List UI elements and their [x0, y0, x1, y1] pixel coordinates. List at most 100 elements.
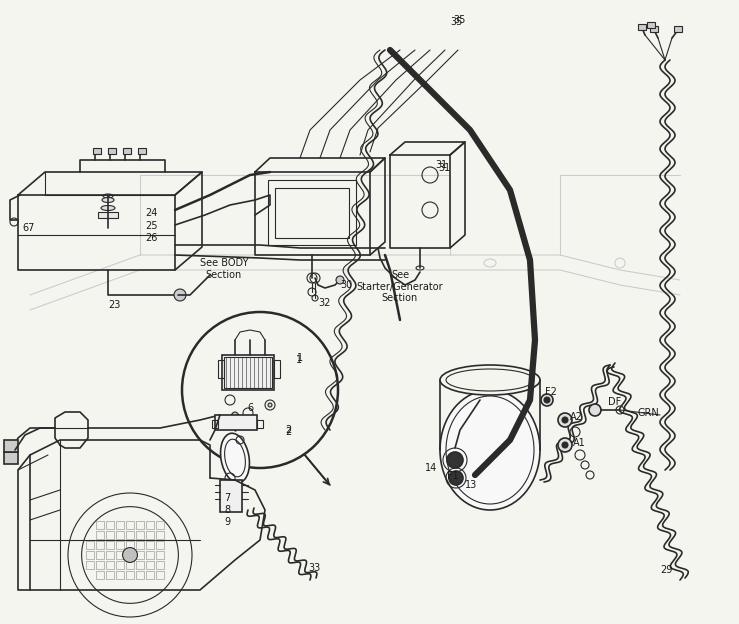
Bar [212, 420, 218, 428]
Bar [146, 561, 154, 569]
Bar [268, 180, 356, 245]
Bar [116, 561, 124, 569]
Bar [96, 541, 104, 549]
Bar [146, 531, 154, 539]
Text: F2: F2 [545, 387, 557, 397]
Bar [116, 541, 124, 549]
Text: 23: 23 [108, 300, 120, 310]
Circle shape [336, 276, 344, 284]
Text: F1: F1 [447, 471, 459, 481]
Circle shape [232, 412, 238, 418]
Bar [4, 440, 18, 452]
Text: 67: 67 [22, 223, 35, 233]
Bar [126, 531, 134, 539]
Bar [146, 541, 154, 549]
Bar [126, 541, 134, 549]
Text: See BODY
Section: See BODY Section [200, 258, 248, 280]
Bar [156, 571, 164, 579]
Text: 1: 1 [296, 355, 302, 365]
Text: 2: 2 [285, 425, 291, 435]
Bar [156, 541, 164, 549]
Bar [126, 561, 134, 569]
Bar [106, 541, 114, 549]
Circle shape [447, 452, 463, 468]
Bar [224, 357, 272, 388]
Bar [136, 531, 144, 539]
Bar [222, 355, 274, 390]
Text: A2: A2 [570, 412, 583, 422]
Text: 14: 14 [425, 463, 437, 473]
Bar [136, 561, 144, 569]
Circle shape [541, 394, 553, 406]
Text: 9: 9 [224, 517, 230, 527]
Circle shape [558, 438, 572, 452]
Bar [108, 148, 116, 154]
Bar [86, 541, 94, 549]
Bar [638, 24, 646, 30]
Text: 31: 31 [438, 163, 450, 173]
Text: 35: 35 [453, 15, 466, 25]
Bar [650, 26, 658, 32]
Bar [116, 531, 124, 539]
Circle shape [562, 442, 568, 448]
Text: 26: 26 [145, 233, 157, 243]
Bar [156, 521, 164, 529]
Bar [106, 561, 114, 569]
Bar [146, 551, 154, 559]
Bar [257, 420, 263, 428]
Circle shape [544, 397, 550, 403]
Text: 35: 35 [450, 17, 463, 27]
Text: 2: 2 [285, 427, 291, 437]
Ellipse shape [220, 433, 250, 483]
Bar [123, 148, 131, 154]
Bar [86, 561, 94, 569]
Bar [96, 571, 104, 579]
Bar [96, 521, 104, 529]
Bar [220, 480, 242, 512]
Bar [156, 531, 164, 539]
Bar [106, 571, 114, 579]
Text: 30: 30 [340, 280, 353, 290]
Bar [96, 551, 104, 559]
Bar [98, 212, 118, 218]
Circle shape [174, 289, 186, 301]
Bar [96, 561, 104, 569]
Bar [116, 551, 124, 559]
Bar [146, 521, 154, 529]
Text: 25: 25 [145, 221, 157, 231]
Bar [136, 521, 144, 529]
Bar [116, 571, 124, 579]
Bar [126, 571, 134, 579]
Circle shape [123, 548, 137, 562]
Bar [674, 26, 682, 32]
Bar [136, 571, 144, 579]
Bar [647, 22, 655, 28]
Bar [106, 551, 114, 559]
Circle shape [558, 413, 572, 427]
Text: 29: 29 [660, 565, 672, 575]
Circle shape [589, 404, 601, 416]
Bar [4, 452, 18, 464]
Bar [146, 571, 154, 579]
Text: 6: 6 [247, 403, 253, 413]
Bar [156, 551, 164, 559]
Text: 31: 31 [435, 160, 447, 170]
Ellipse shape [440, 390, 540, 510]
Bar [106, 531, 114, 539]
Text: See
Starter/Generator
Section: See Starter/Generator Section [357, 270, 443, 303]
Bar [106, 521, 114, 529]
Bar [215, 415, 257, 430]
Ellipse shape [440, 365, 540, 395]
Bar [93, 148, 101, 154]
Text: 24: 24 [145, 208, 157, 218]
Bar [156, 561, 164, 569]
Text: A1: A1 [573, 438, 586, 448]
Ellipse shape [101, 205, 115, 210]
Bar [136, 541, 144, 549]
Text: 7: 7 [224, 493, 231, 503]
Bar [136, 551, 144, 559]
Circle shape [268, 403, 272, 407]
Ellipse shape [102, 198, 114, 203]
Bar [218, 360, 224, 378]
Text: 33: 33 [308, 563, 320, 573]
